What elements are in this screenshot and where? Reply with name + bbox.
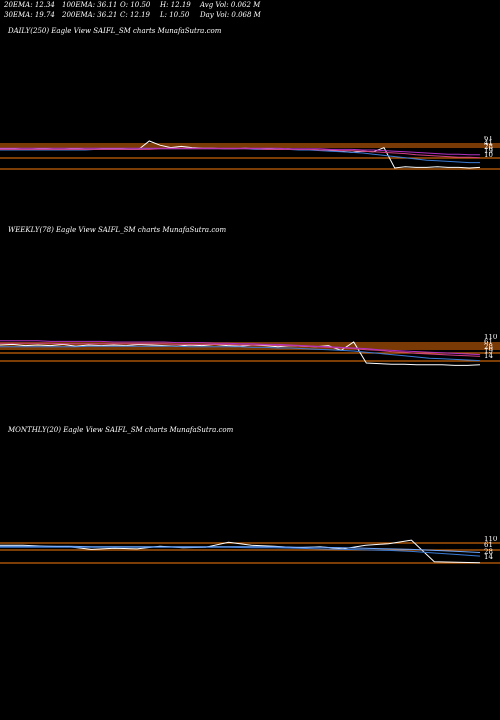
resistance-band [0, 342, 500, 350]
resistance-band [0, 143, 500, 148]
series-line [0, 539, 481, 564]
ema30-label: 30EMA: 19.74 [4, 11, 55, 19]
tick-label: 28 [484, 143, 493, 151]
close-label: C: 12.19 [120, 11, 150, 19]
tick-label: 28 [484, 548, 493, 556]
low-label: L: 10.50 [160, 11, 190, 19]
tick-label: 61 [484, 338, 493, 346]
tick-label: 10 [484, 151, 493, 159]
series-line [0, 148, 480, 164]
tick-label: 14 [484, 553, 493, 561]
series-line [0, 545, 481, 553]
tick-label: 19 [484, 147, 493, 155]
avg-vol-label: Avg Vol: 0.062 M [200, 1, 261, 9]
series-line [0, 342, 481, 357]
daily-panel-title: DAILY(250) Eagle View SAIFL_SM charts Mu… [8, 27, 222, 35]
tick-label: 19 [484, 347, 493, 355]
series-line [0, 148, 481, 159]
tick-label: 14 [484, 352, 493, 360]
ema100-label: 100EMA: 36.11 [62, 1, 118, 9]
weekly-panel-title: WEEKLY(78) Eagle View SAIFL_SM charts Mu… [8, 226, 227, 234]
day-vol-label: Day Vol: 0.068 M [200, 11, 261, 19]
ema20-label: 20EMA: 12.34 [4, 1, 55, 9]
series-line [0, 345, 481, 362]
series-line [0, 341, 481, 366]
tick-label: 28 [484, 343, 493, 351]
tick-label: 41 [484, 139, 493, 147]
tick-label: 61 [484, 136, 493, 142]
open-label: O: 10.50 [120, 1, 151, 9]
series-line [0, 546, 481, 557]
tick-label: 61 [484, 541, 493, 549]
tick-label: 110 [484, 536, 497, 543]
ema200-label: 200EMA: 36.21 [62, 11, 118, 19]
series-line [0, 147, 480, 156]
monthly-panel-title: MONTHLY(20) Eagle View SAIFL_SM charts M… [8, 426, 234, 434]
series-line [0, 340, 481, 356]
tick-label: 110 [484, 334, 497, 341]
high-label: H: 12.19 [160, 1, 191, 9]
